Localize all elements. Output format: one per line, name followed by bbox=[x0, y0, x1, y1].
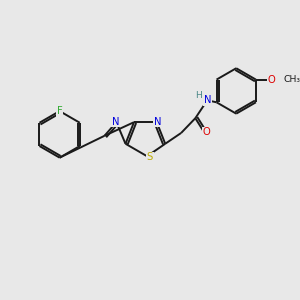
Text: CH₃: CH₃ bbox=[284, 75, 300, 84]
Text: N: N bbox=[204, 95, 212, 105]
Text: O: O bbox=[203, 128, 211, 137]
Text: N: N bbox=[112, 117, 120, 127]
Text: H: H bbox=[195, 91, 202, 100]
Text: F: F bbox=[57, 106, 62, 116]
Text: S: S bbox=[147, 152, 153, 162]
Text: N: N bbox=[154, 117, 161, 127]
Text: O: O bbox=[267, 75, 275, 85]
